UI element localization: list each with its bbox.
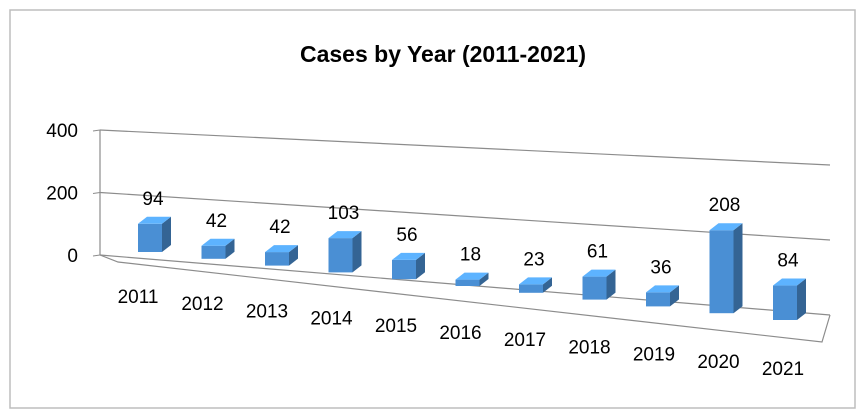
x-tick-label: 2019 <box>633 345 675 366</box>
bar <box>455 272 489 286</box>
x-tick-label: 2013 <box>246 301 288 322</box>
bar <box>201 238 235 259</box>
bar-face <box>392 252 425 260</box>
data-label: 42 <box>269 217 290 238</box>
data-label: 56 <box>396 225 417 246</box>
bar-face <box>138 216 171 224</box>
bar-face <box>265 245 298 253</box>
bar-face <box>225 238 235 259</box>
bar <box>392 252 425 280</box>
bar <box>138 216 171 252</box>
bar-face <box>201 238 235 246</box>
bar-face <box>265 252 289 266</box>
y-tick-label: 200 <box>46 184 78 205</box>
bar <box>773 278 806 320</box>
data-label: 36 <box>650 257 671 278</box>
data-label: 23 <box>523 249 544 270</box>
x-tick-label: 2014 <box>310 309 353 330</box>
floor <box>99 254 831 343</box>
tick-mark <box>92 192 101 194</box>
bar-face <box>455 272 489 280</box>
bar-face <box>670 285 679 307</box>
data-label: 61 <box>587 242 608 263</box>
bar <box>646 285 679 307</box>
bar-face <box>162 216 171 252</box>
bar-face <box>773 285 797 320</box>
bar-face <box>289 245 298 266</box>
bar-face <box>543 277 552 293</box>
x-tick-label: 2018 <box>568 337 610 358</box>
bar-face <box>392 259 416 280</box>
y-tick-label: 400 <box>46 121 78 142</box>
bar <box>519 277 552 293</box>
data-label: 208 <box>709 195 741 216</box>
chart-title: Cases by Year (2011-2021) <box>300 41 586 67</box>
x-tick-label: 2012 <box>181 294 223 315</box>
bar-face <box>709 230 734 314</box>
bar-face <box>416 252 425 280</box>
bar <box>582 269 616 300</box>
data-label: 103 <box>328 203 360 224</box>
bar-face <box>606 269 616 300</box>
bar-face <box>201 245 226 259</box>
bar <box>328 231 362 273</box>
bar-face <box>138 223 162 252</box>
bar-face <box>328 231 362 239</box>
bar-face <box>582 276 607 300</box>
data-label: 42 <box>206 211 227 232</box>
bar-face <box>646 285 679 293</box>
x-tick-label: 2011 <box>118 287 159 308</box>
tick-mark <box>92 254 101 257</box>
bar-face <box>797 278 806 320</box>
bar-face <box>646 292 670 307</box>
grid-line <box>99 129 831 166</box>
x-tick-label: 2016 <box>439 323 481 344</box>
data-label: 94 <box>142 189 164 210</box>
grid-line <box>99 191 831 241</box>
chart-border <box>9 9 856 409</box>
x-tick-label: 2020 <box>697 352 739 373</box>
data-label: 84 <box>777 251 799 272</box>
y-tick-label: 0 <box>67 246 78 267</box>
bar-face <box>479 272 489 286</box>
x-tick-label: 2021 <box>762 359 804 380</box>
bar-face <box>709 223 743 231</box>
bar-face <box>352 231 362 273</box>
bar-face <box>773 278 806 286</box>
bar <box>709 223 743 314</box>
x-tick-label: 2017 <box>504 330 546 351</box>
bar-face <box>455 279 480 286</box>
tick-mark <box>92 129 101 132</box>
data-label: 18 <box>460 245 481 266</box>
bar <box>265 245 298 266</box>
bar-face <box>519 284 543 293</box>
bar-face <box>582 269 616 277</box>
bar-face <box>733 223 743 314</box>
bar-face <box>328 238 353 273</box>
x-tick-label: 2015 <box>375 316 417 337</box>
bar-face <box>519 277 552 285</box>
